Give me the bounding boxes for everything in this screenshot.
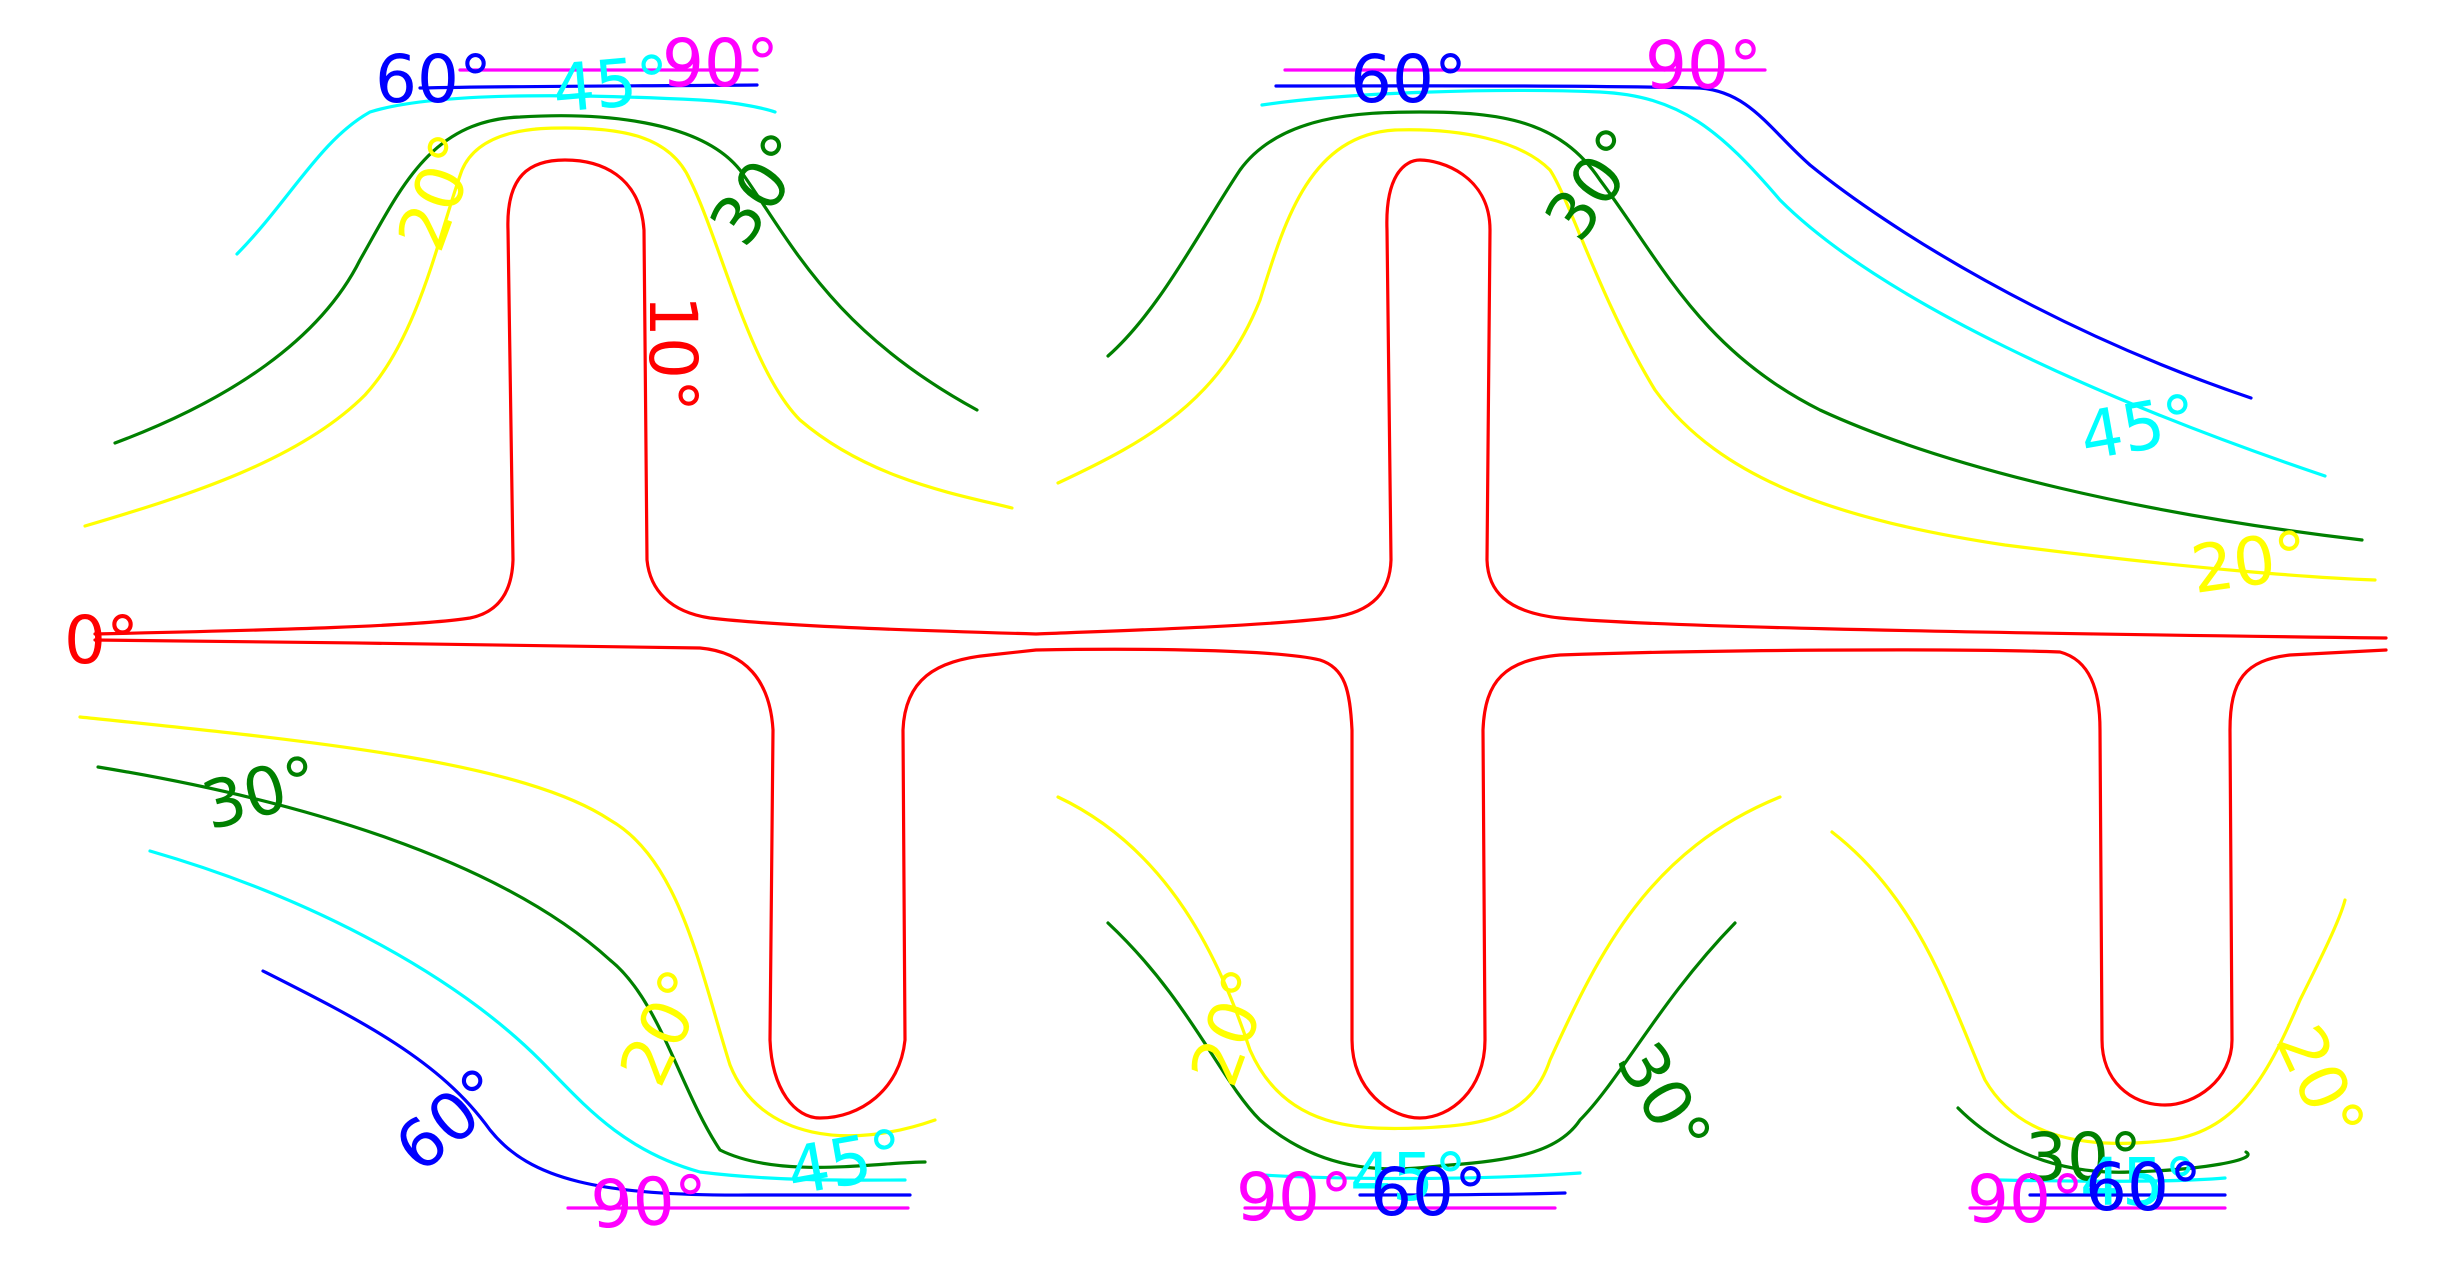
contour-label-60deg: 60° bbox=[381, 1053, 520, 1187]
contour-label-20deg: 20° bbox=[2260, 1014, 2379, 1153]
contour-45deg-line bbox=[148, 849, 907, 1182]
contour-20deg-line bbox=[1056, 128, 2377, 582]
contour-label-45deg: 45° bbox=[1350, 1139, 1467, 1216]
contour-label-60deg: 60° bbox=[375, 41, 492, 118]
contour-label-30deg: 30° bbox=[2025, 1119, 2142, 1196]
contour-label-60deg: 60° bbox=[1350, 41, 1467, 118]
contour-30deg-line bbox=[113, 114, 979, 445]
contour-label-60deg: 60° bbox=[2085, 1149, 2202, 1226]
contour-label-60deg: 60° bbox=[1370, 1154, 1487, 1231]
contour-60deg-line bbox=[418, 83, 759, 90]
contour-label-90deg: 90° bbox=[1236, 1159, 1353, 1236]
contour-label-0deg: 0° bbox=[64, 602, 139, 679]
contour-30deg-line bbox=[1106, 921, 1737, 1171]
contour-label-90deg: 90° bbox=[1967, 1161, 2084, 1238]
contour-0deg-line bbox=[93, 638, 2388, 1120]
contour-45deg-line bbox=[235, 94, 777, 256]
contour-label-30deg: 30° bbox=[194, 741, 327, 846]
contour-45deg-line bbox=[1260, 88, 2327, 478]
contour-30deg-line bbox=[1956, 1106, 2250, 1174]
contour-20deg-line bbox=[1830, 830, 2347, 1145]
contour-label-45deg: 45° bbox=[2080, 1144, 2197, 1221]
contour-20deg-line bbox=[1056, 795, 1782, 1131]
contour-60deg-line bbox=[1358, 1191, 1567, 1197]
contour-label-90deg: 90° bbox=[589, 1161, 710, 1244]
contour-30deg-line bbox=[96, 765, 927, 1169]
contour-label-30deg: 30° bbox=[1601, 1030, 1726, 1170]
contour-60deg-line bbox=[1274, 84, 2253, 400]
contour-label-10deg: 10° bbox=[634, 295, 711, 412]
contour-30deg-line bbox=[1106, 110, 2364, 542]
contour-0deg-line bbox=[93, 158, 2388, 640]
contour-label-90deg: 90° bbox=[662, 25, 779, 102]
contour-label-90deg: 90° bbox=[1645, 27, 1762, 104]
contour-label-20deg: 20° bbox=[1176, 959, 1288, 1095]
contour-label-45deg: 45° bbox=[2074, 380, 2203, 476]
contour-60deg-line bbox=[261, 969, 912, 1197]
contour-20deg-line bbox=[78, 715, 937, 1138]
contour-20deg-line bbox=[83, 126, 1014, 528]
contour-45deg-line bbox=[1260, 1171, 1582, 1181]
contour-label-20deg: 20° bbox=[383, 124, 495, 260]
contour-label-20deg: 20° bbox=[2187, 516, 2314, 609]
contour-45deg-line bbox=[1998, 1176, 2227, 1183]
contour-label-45deg: 45° bbox=[550, 41, 673, 128]
